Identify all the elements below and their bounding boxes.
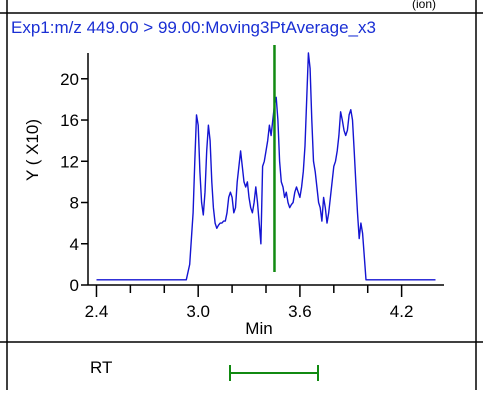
x-ticks: 2.4 3.0 3.6 4.2 xyxy=(85,285,414,321)
y-tick-label: 4 xyxy=(70,235,79,254)
y-tick-label: 20 xyxy=(60,70,79,89)
x-tick-label: 3.0 xyxy=(186,302,210,321)
y-tick-label: 8 xyxy=(70,194,79,213)
series-trace xyxy=(96,52,436,281)
x-tick-label: 2.4 xyxy=(85,302,109,321)
rt-label: RT xyxy=(90,358,112,377)
y-tick-label: 16 xyxy=(60,111,79,130)
y-tick-label: 12 xyxy=(60,152,79,171)
y-axis-label: Y ( X10) xyxy=(23,119,42,181)
rt-range-bar xyxy=(229,365,319,381)
top-fragment: (ion) xyxy=(412,0,436,11)
y-ticks: 0 4 8 12 16 20 xyxy=(60,70,88,295)
x-axis-label: Min xyxy=(245,319,272,338)
y-tick-label: 0 xyxy=(70,276,79,295)
x-tick-label: 4.2 xyxy=(390,302,414,321)
chart-title: Exp1:m/z 449.00 > 99.00:Moving3PtAverage… xyxy=(11,18,376,37)
x-tick-label: 3.6 xyxy=(288,302,312,321)
